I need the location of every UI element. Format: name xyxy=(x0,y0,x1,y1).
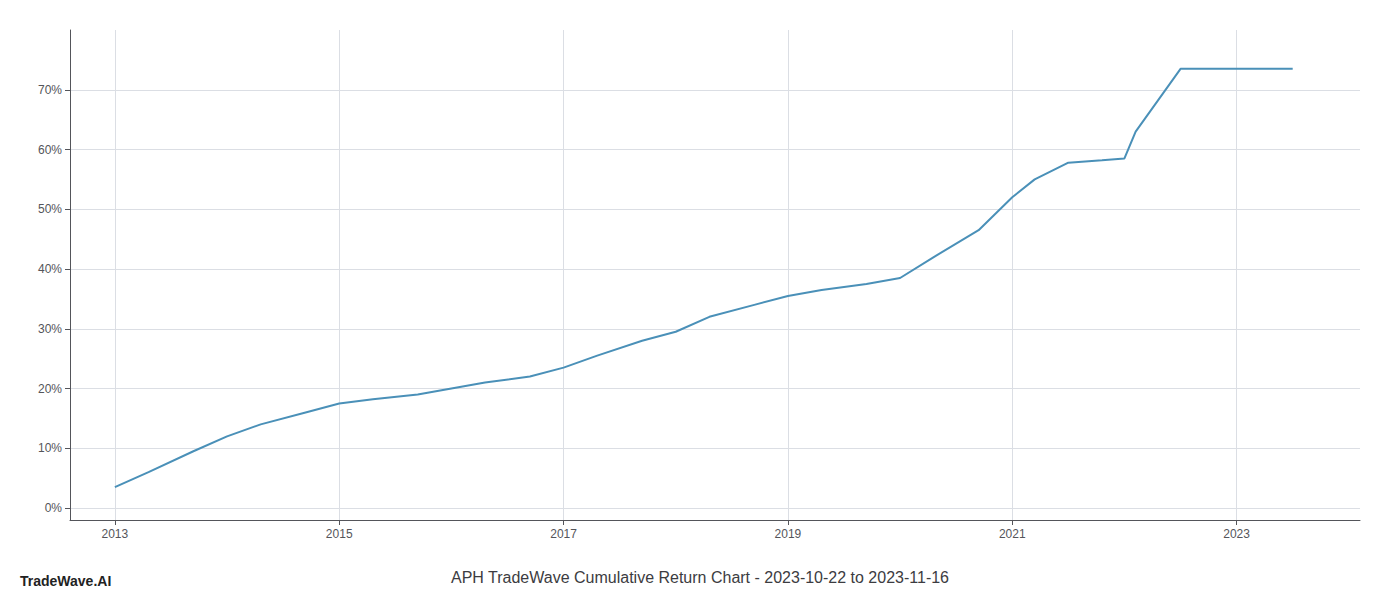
svg-text:30%: 30% xyxy=(38,322,62,336)
svg-text:60%: 60% xyxy=(38,143,62,157)
svg-text:2019: 2019 xyxy=(775,527,802,541)
svg-text:40%: 40% xyxy=(38,262,62,276)
svg-text:2023: 2023 xyxy=(1223,527,1250,541)
svg-text:2017: 2017 xyxy=(550,527,577,541)
svg-text:2015: 2015 xyxy=(326,527,353,541)
svg-text:0%: 0% xyxy=(45,501,63,515)
svg-text:20%: 20% xyxy=(38,382,62,396)
svg-text:TradeWave.AI: TradeWave.AI xyxy=(20,573,111,589)
svg-text:50%: 50% xyxy=(38,202,62,216)
svg-text:2021: 2021 xyxy=(999,527,1026,541)
svg-text:10%: 10% xyxy=(38,441,62,455)
svg-text:APH TradeWave Cumulative Retur: APH TradeWave Cumulative Return Chart - … xyxy=(451,569,949,586)
svg-text:70%: 70% xyxy=(38,83,62,97)
svg-text:2013: 2013 xyxy=(102,527,129,541)
